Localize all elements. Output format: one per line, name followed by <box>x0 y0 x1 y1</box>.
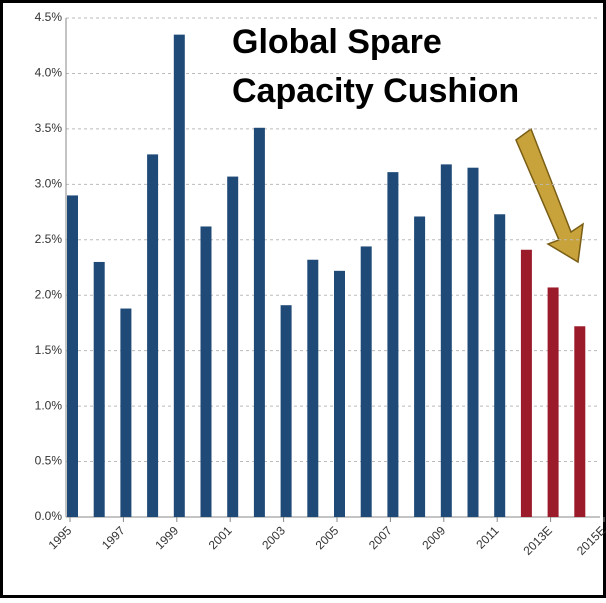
bar <box>387 172 399 517</box>
bar <box>253 127 265 517</box>
x-tick-label: 2001 <box>206 523 235 552</box>
y-tick-label: 2.0% <box>35 287 63 301</box>
x-tick-label: 2011 <box>473 523 501 551</box>
bar <box>67 195 78 517</box>
bar <box>520 249 532 517</box>
bar <box>440 164 452 517</box>
y-tick-label: 4.5% <box>35 10 63 24</box>
bar <box>120 308 132 517</box>
bar <box>200 226 212 517</box>
bar <box>547 287 559 517</box>
x-tick-label: 1999 <box>152 523 181 552</box>
bar <box>147 154 159 518</box>
chart-title: Global Spare <box>232 23 442 61</box>
y-tick-label: 2.5% <box>35 232 63 246</box>
y-tick-label: 0.5% <box>35 454 63 468</box>
x-tick-label: 2003 <box>259 523 288 552</box>
chart-title: Capacity Cushion <box>232 72 519 110</box>
bar <box>280 305 292 517</box>
x-tick-label: 2007 <box>366 523 395 552</box>
y-tick-label: 4.0% <box>35 66 63 80</box>
arrow <box>515 127 584 264</box>
bar <box>574 326 586 517</box>
x-tick-label: 2009 <box>419 523 448 552</box>
bar <box>173 34 185 518</box>
y-tick-label: 1.5% <box>35 343 63 357</box>
bar <box>307 259 319 517</box>
bar <box>93 261 105 517</box>
bar <box>494 214 506 518</box>
bar <box>360 246 372 518</box>
y-tick-label: 0.0% <box>35 509 63 523</box>
bar <box>334 270 345 517</box>
bar <box>227 176 239 517</box>
y-tick-label: 3.0% <box>35 177 63 191</box>
x-tick-label: 1995 <box>46 523 75 552</box>
bar <box>467 167 479 517</box>
y-tick-label: 1.0% <box>35 398 63 412</box>
x-tick-label: 1997 <box>99 523 128 552</box>
x-tick-label: 2005 <box>313 523 342 552</box>
x-tick-label: 2015E <box>574 523 606 557</box>
x-tick-label: 2013E <box>521 523 555 557</box>
bar <box>414 216 426 518</box>
y-tick-label: 3.5% <box>35 121 63 135</box>
